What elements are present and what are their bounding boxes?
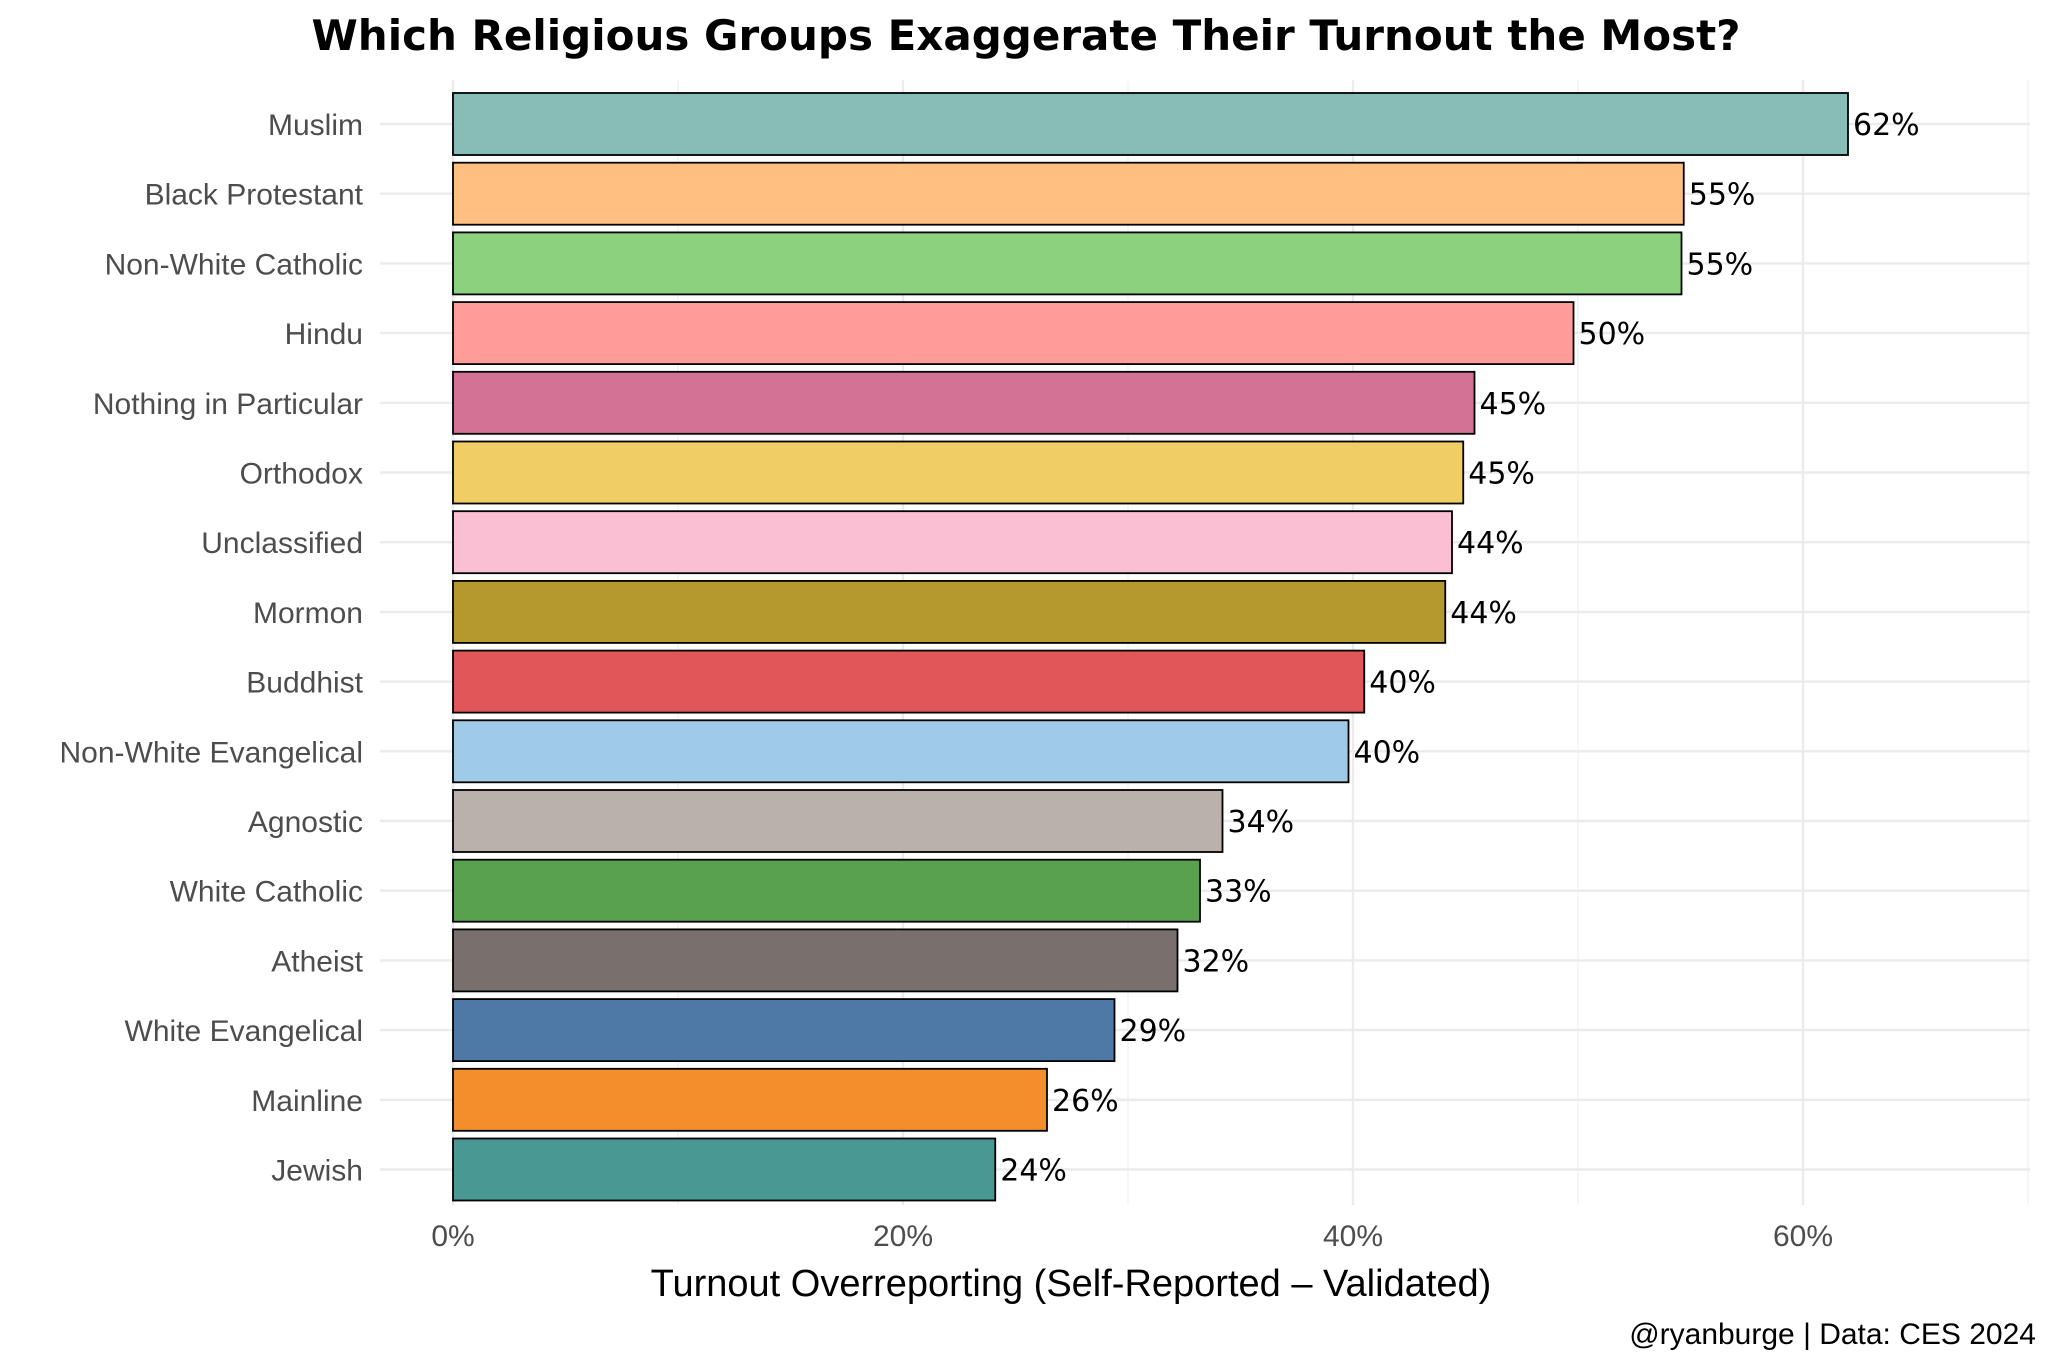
bar [452,161,1685,226]
bar [452,440,1465,505]
value-label: 33% [1205,875,1272,910]
value-label: 44% [1450,596,1517,631]
value-label: 45% [1468,457,1535,492]
bar [452,1067,1048,1132]
category-labels: Muslim Black Protestant Non-White Catholic… [60,109,364,1188]
bar [452,301,1575,366]
category-label: Hindu [285,318,363,351]
chart-title: Which Religious Groups Exaggerate Their … [311,11,1740,60]
bar [452,370,1476,435]
value-label: 40% [1354,735,1421,770]
category-label: Jewish [271,1155,363,1188]
category-label: Mainline [251,1085,363,1118]
bar [452,789,1224,853]
bars-group [452,92,1849,1202]
x-axis-title: Turnout Overreporting (Self-Reported – V… [651,1263,1492,1305]
category-label: Mormon [253,597,363,630]
category-label: Agnostic [248,806,363,839]
x-tick-label: 0% [431,1220,474,1253]
value-label: 55% [1689,178,1756,213]
category-label: Non-White Evangelical [60,736,363,769]
value-label: 45% [1480,387,1547,422]
value-label: 62% [1853,108,1920,143]
category-label: Non-White Catholic [105,248,363,281]
bar [452,649,1366,714]
bar [452,510,1453,575]
x-tick-label: 40% [1323,1220,1383,1253]
x-tick-label: 60% [1773,1220,1833,1253]
category-label: Orthodox [240,458,363,491]
value-label: 40% [1369,666,1436,701]
value-label: 32% [1183,944,1250,979]
category-label: Muslim [268,109,363,142]
category-label: Unclassified [201,527,363,560]
bar [452,231,1683,296]
bar [452,1137,997,1202]
category-label: Nothing in Particular [93,388,363,421]
category-label: White Catholic [170,876,363,909]
value-labels: 62% 55% 55% 50% 45% 45% 44% 44% 40% 40% 34% 33% 32% 2… [1000,108,1919,1189]
value-label: 34% [1228,805,1295,840]
x-tick-label: 20% [873,1220,933,1253]
category-label: Buddhist [246,667,363,700]
category-label: White Evangelical [125,1015,363,1048]
value-label: 44% [1457,526,1524,561]
value-label: 24% [1000,1154,1067,1189]
bar [452,928,1179,993]
bar [452,92,1849,156]
x-tick-labels: 0% 20% 40% 60% [431,1220,1833,1253]
bar [452,858,1201,923]
chart-caption: @ryanburge | Data: CES 2024 [1629,1318,2036,1351]
value-label: 26% [1052,1084,1119,1119]
category-label: Black Protestant [145,179,364,212]
value-label: 50% [1579,317,1646,352]
bar [452,719,1350,784]
bar [452,998,1116,1062]
value-label: 29% [1120,1014,1187,1049]
category-label: Atheist [271,945,363,978]
value-label: 55% [1687,247,1754,282]
bar [452,580,1447,644]
